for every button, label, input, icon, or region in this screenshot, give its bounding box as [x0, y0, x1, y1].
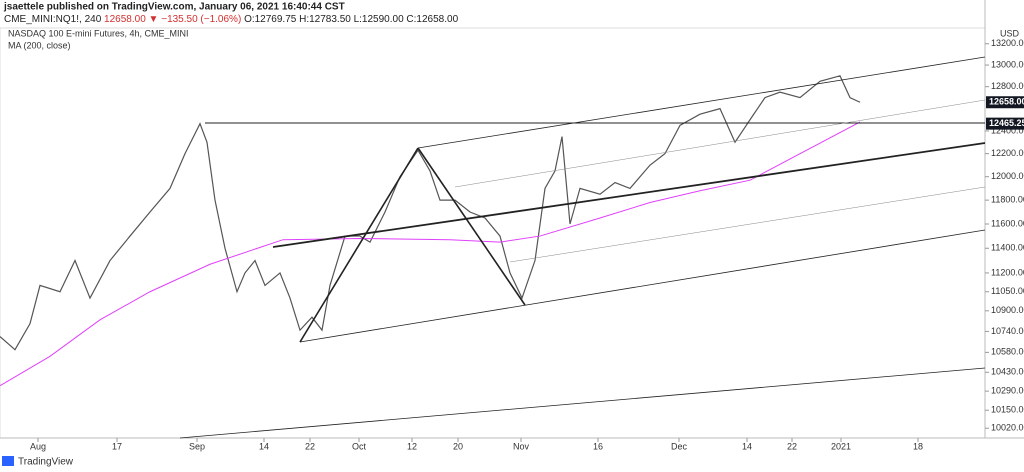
x-tick-label: 2021 — [831, 441, 851, 451]
y-tick-label: 13000.00 — [991, 59, 1024, 69]
y-tick-label: 11200.00 — [991, 267, 1024, 277]
y-tick-label: 13200.00 — [991, 38, 1024, 48]
y-tick-label: 10290.00 — [991, 386, 1024, 396]
last: 12658.00 — [104, 14, 146, 25]
x-tick-label: 18 — [913, 441, 923, 451]
y-tick-label: 11600.00 — [991, 218, 1024, 228]
price-label-box — [986, 96, 1024, 109]
symbol: CME_MINI:NQ1!, 240 — [4, 14, 102, 25]
x-tick-label: 22 — [305, 441, 315, 451]
y-tick-label: 12800.00 — [991, 81, 1024, 91]
brand-logo — [2, 456, 14, 466]
price-label: 12658.00 — [989, 97, 1024, 107]
channel-line — [179, 367, 986, 439]
x-tick-label: 14 — [259, 441, 269, 451]
brand: TradingView — [18, 457, 74, 468]
x-tick-label: Sep — [189, 441, 205, 451]
legend-entry: MA (200, close) — [8, 40, 71, 50]
data-layer — [0, 75, 861, 387]
x-tick-label: 14 — [742, 441, 752, 451]
y-tick-label: 12200.00 — [991, 148, 1024, 158]
y-tick-label: 11050.00 — [991, 286, 1024, 296]
chart-title: NASDAQ 100 E-mini Futures, 4h, CME_MINI — [8, 28, 189, 38]
header-quote: CME_MINI:NQ1!, 240 12658.00 ▼ −135.50 (−… — [4, 14, 459, 25]
x-tick-label: 22 — [787, 441, 797, 451]
y-tick-label: 10020.00 — [991, 423, 1024, 433]
channel-line — [509, 186, 986, 263]
x-tick-label: Oct — [352, 441, 367, 451]
x-tick-label: Nov — [513, 441, 530, 451]
pitchfork-leg — [299, 147, 419, 343]
plot-area — [0, 27, 986, 439]
channel-line — [454, 99, 986, 188]
price-line — [0, 75, 861, 351]
channel-line — [299, 229, 986, 343]
price-label: 12465.25 — [989, 118, 1024, 128]
x-tick-label: 17 — [112, 441, 122, 451]
ohlc: O:12769.75 H:12783.50 L:12590.00 C:12658… — [244, 14, 459, 25]
y-tick-label: 10740.00 — [991, 326, 1024, 336]
x-tick-label: Dec — [671, 441, 688, 451]
y-tick-label: 11800.00 — [991, 195, 1024, 205]
y-tick-label: 11400.00 — [991, 243, 1024, 253]
x-tick-label: Aug — [30, 441, 46, 451]
x-tick-label: 20 — [453, 441, 463, 451]
drawings — [179, 56, 986, 439]
price-line — [0, 121, 861, 387]
currency: USD — [1000, 28, 1020, 38]
x-tick-label: 12 — [407, 441, 417, 451]
y-tick-label: 10150.00 — [991, 405, 1024, 415]
change: ▼ −135.50 (−1.06%) — [149, 14, 242, 25]
y-tick-label: 10580.00 — [991, 347, 1024, 357]
y-tick-label: 12000.00 — [991, 171, 1024, 181]
y-tick-label: 12400.00 — [991, 125, 1024, 135]
x-tick-label: 16 — [593, 441, 603, 451]
pitchfork-leg — [417, 147, 526, 306]
y-tick-label: 10430.00 — [991, 367, 1024, 377]
channel-line — [417, 56, 986, 149]
y-tick-label: 10900.00 — [991, 305, 1024, 315]
publisher: jsaettele published on TradingView.com, … — [3, 2, 345, 13]
median-line — [272, 142, 986, 248]
price-label-box — [986, 117, 1024, 130]
